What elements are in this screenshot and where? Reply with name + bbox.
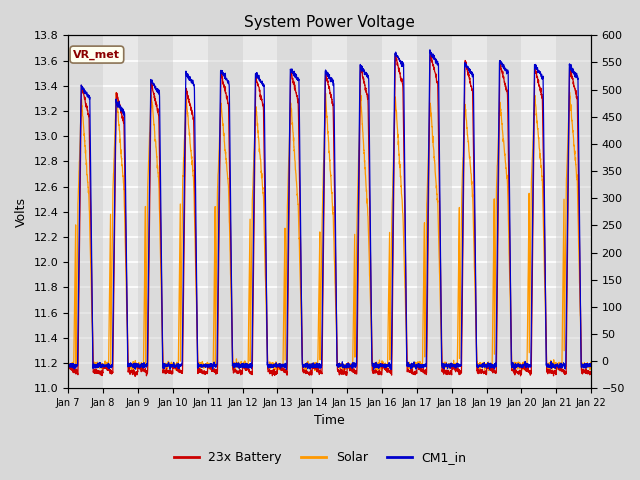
Bar [277, 36, 312, 388]
CM1_in [521, 361, 529, 367]
23x Battery [131, 373, 139, 379]
23x Battery [155, 122, 163, 128]
Solar [588, 359, 595, 365]
Text: VR_met: VR_met [74, 49, 120, 60]
23x Battery [392, 50, 399, 56]
Bar [556, 36, 591, 388]
23x Battery [265, 368, 273, 374]
Solar [577, 359, 585, 364]
CM1_in [588, 363, 595, 369]
Legend: 23x Battery, Solar, CM1_in: 23x Battery, Solar, CM1_in [168, 446, 472, 469]
X-axis label: Time: Time [314, 414, 345, 427]
Bar [68, 36, 103, 388]
23x Battery [288, 70, 296, 76]
CM1_in [64, 364, 72, 370]
Bar [138, 36, 173, 388]
Line: 23x Battery: 23x Battery [68, 53, 591, 376]
Solar [356, 87, 364, 93]
23x Battery [64, 360, 72, 366]
Bar [347, 36, 382, 388]
CM1_in [124, 364, 132, 370]
Solar [129, 369, 137, 375]
CM1_in [287, 67, 295, 72]
Line: Solar: Solar [68, 90, 591, 372]
CM1_in [426, 47, 434, 53]
Y-axis label: Volts: Volts [15, 197, 28, 227]
Bar [207, 36, 243, 388]
23x Battery [588, 370, 595, 376]
Solar [64, 360, 72, 365]
Solar [265, 365, 273, 371]
23x Battery [577, 356, 585, 361]
Line: CM1_in: CM1_in [68, 50, 591, 370]
Solar [155, 186, 163, 192]
Solar [124, 350, 132, 356]
23x Battery [521, 367, 529, 373]
CM1_in [155, 89, 163, 95]
CM1_in [387, 367, 395, 372]
Title: System Power Voltage: System Power Voltage [244, 15, 415, 30]
Solar [521, 360, 529, 366]
Bar [417, 36, 452, 388]
CM1_in [577, 363, 585, 369]
CM1_in [265, 365, 273, 371]
23x Battery [124, 350, 132, 356]
Solar [288, 107, 296, 112]
Bar [486, 36, 522, 388]
